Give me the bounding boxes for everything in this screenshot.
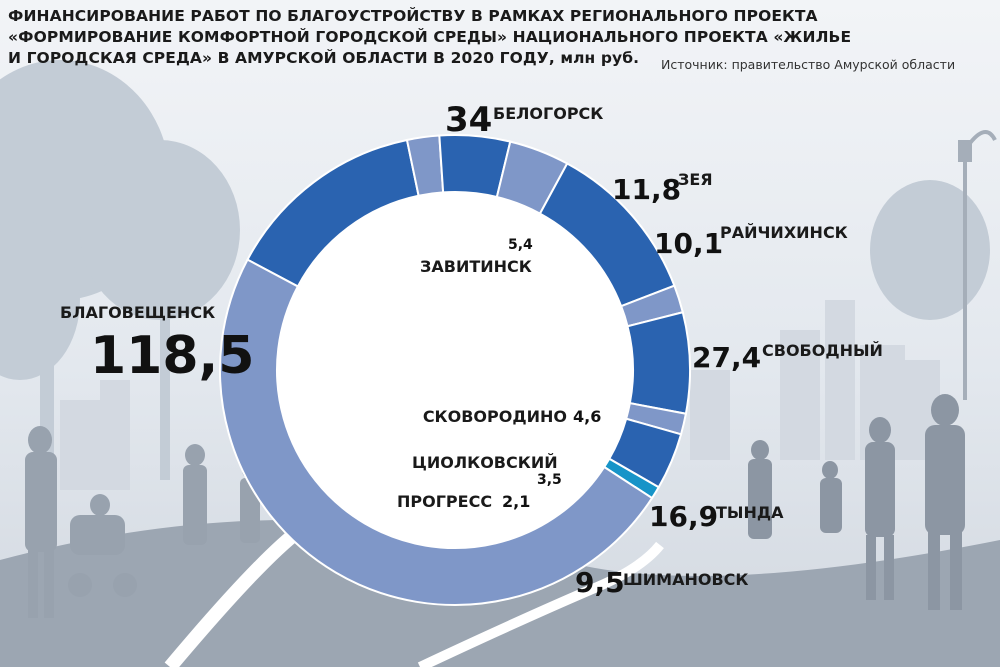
value-label-благовещенск: 118,5 [90,326,254,386]
value-label-белогорск: 34 [445,100,492,140]
name-label-прогресс: ПРОГРЕСС [397,492,492,511]
donut-hole [277,192,633,548]
value-label-свободный: 27,4 [692,341,761,374]
name-label-сковородино: СКОВОРОДИНО [423,407,567,426]
value-label-тында: 16,9 [649,500,718,533]
value-label-прогресс: 2,1 [502,492,530,511]
name-label-шимановск: ШИМАНОВСК [623,570,748,589]
name-label-тында: ТЫНДА [716,503,784,522]
value-label-шимановск: 9,5 [575,566,625,599]
chart-title: ФИНАНСИРОВАНИЕ РАБОТ ПО БЛАГОУСТРОЙСТВУ … [8,6,908,69]
name-label-белогорск: БЕЛОГОРСК [493,104,603,123]
name-label-зея: ЗЕЯ [678,170,713,189]
slice-благовещенск [219,258,654,606]
title-line-1: ФИНАНСИРОВАНИЕ РАБОТ ПО БЛАГОУСТРОЙСТВУ … [8,7,818,25]
title-line-2: «ФОРМИРОВАНИЕ КОМФОРТНОЙ ГОРОДСКОЙ СРЕДЫ… [8,28,852,46]
value-label-сковородино: 4,6 [573,407,601,426]
title-line-3: И ГОРОДСКАЯ СРЕДА» В АМУРСКОЙ ОБЛАСТИ В … [8,49,640,67]
name-label-благовещенск: БЛАГОВЕЩЕНСК [60,303,215,322]
value-label-зея: 11,8 [612,173,681,206]
value-label-циолковский: 3,5 [537,472,562,488]
name-label-циолковский: ЦИОЛКОВСКИЙ [412,453,558,472]
donut-slices [219,134,691,606]
name-label-райчихинск: РАЙЧИХИНСК [720,223,848,242]
slice-тында [626,311,691,415]
name-label-свободный: СВОБОДНЫЙ [762,341,883,360]
source-note: Источник: правительство Амурской области [661,57,956,72]
value-label-завитинск: 5,4 [508,237,533,253]
value-label-райчихинск: 10,1 [654,227,723,260]
name-label-завитинск: ЗАВИТИНСК [420,257,532,276]
